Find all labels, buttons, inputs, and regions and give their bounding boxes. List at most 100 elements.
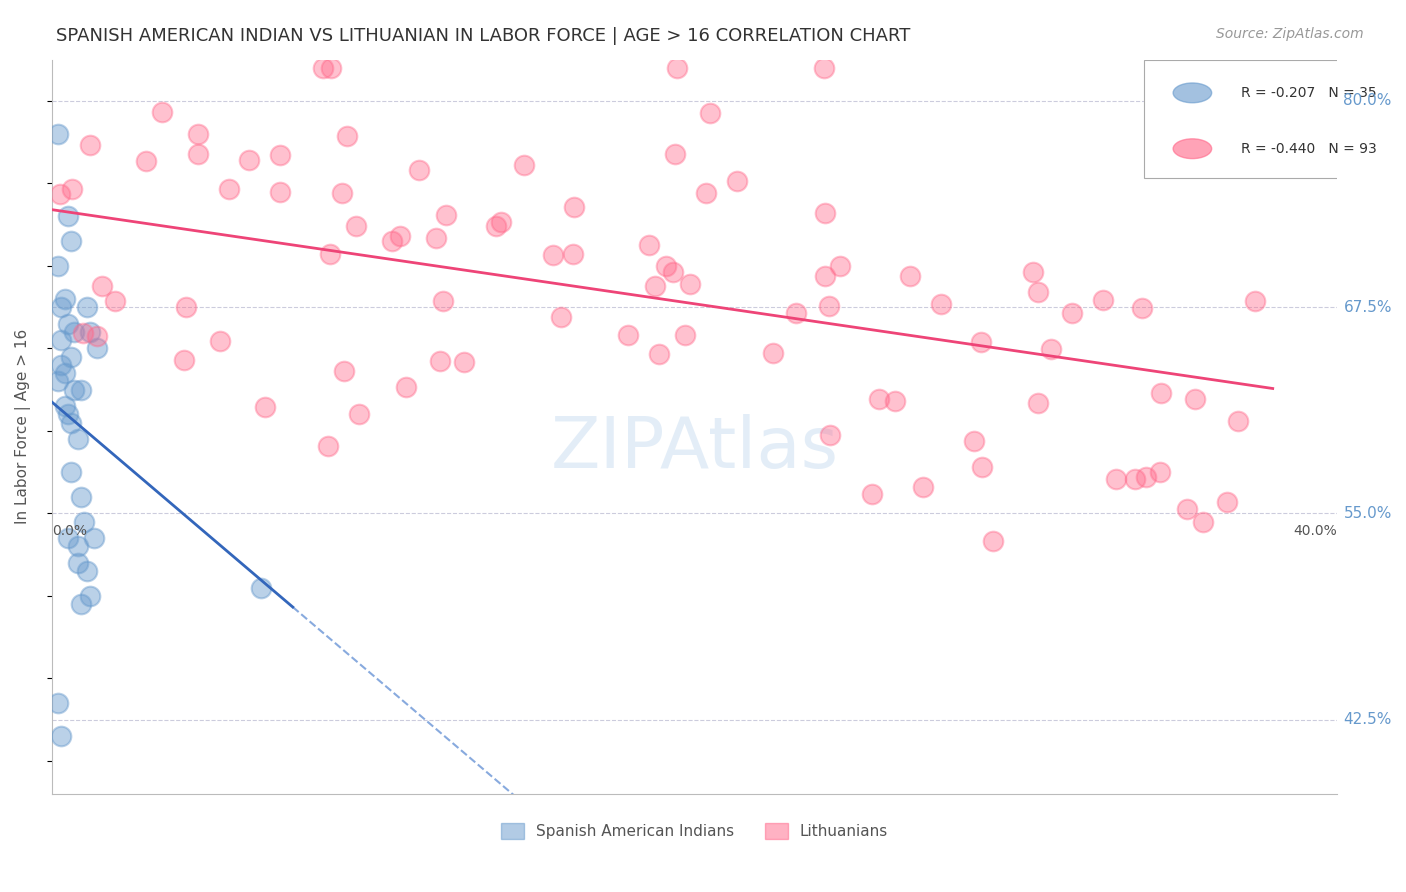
Point xyxy=(60,416,83,430)
Point xyxy=(319,247,342,261)
Point xyxy=(187,127,209,141)
Point xyxy=(208,334,231,348)
Point xyxy=(187,147,209,161)
Point xyxy=(60,234,83,248)
Point xyxy=(725,174,748,188)
Point xyxy=(1130,301,1153,315)
Point xyxy=(381,234,404,248)
Point xyxy=(661,265,683,279)
Point xyxy=(862,487,884,501)
Point xyxy=(312,61,335,75)
Point xyxy=(51,729,73,743)
Point xyxy=(318,439,340,453)
Point xyxy=(86,329,108,343)
Point xyxy=(69,490,91,504)
Point xyxy=(60,182,83,196)
Point xyxy=(51,333,73,347)
Point xyxy=(695,186,717,201)
Point xyxy=(72,326,94,340)
Point xyxy=(963,434,986,449)
Point xyxy=(1175,501,1198,516)
Point xyxy=(664,146,686,161)
Point xyxy=(432,293,454,308)
Text: 80.0%: 80.0% xyxy=(1343,94,1392,108)
Point xyxy=(336,128,359,143)
Point xyxy=(814,268,837,283)
Point xyxy=(321,61,343,75)
Point xyxy=(104,293,127,308)
Point xyxy=(868,392,890,407)
Point xyxy=(51,358,73,372)
Point xyxy=(79,138,101,153)
Text: 0.0%: 0.0% xyxy=(52,524,87,538)
Point xyxy=(1244,293,1267,308)
Point xyxy=(562,247,585,261)
Point xyxy=(453,355,475,369)
Point xyxy=(1026,396,1049,410)
Point xyxy=(53,292,76,306)
Point xyxy=(56,317,79,331)
Point xyxy=(69,597,91,611)
Point xyxy=(408,163,430,178)
Point xyxy=(269,148,291,162)
Point xyxy=(63,325,86,339)
Point xyxy=(1192,515,1215,529)
Point xyxy=(46,127,69,141)
Point xyxy=(60,350,83,364)
Point xyxy=(489,215,512,229)
Point xyxy=(60,465,83,479)
Point xyxy=(1227,415,1250,429)
Point xyxy=(53,366,76,380)
Point xyxy=(150,105,173,120)
Point xyxy=(654,260,676,274)
Point xyxy=(83,531,105,545)
Point xyxy=(135,153,157,168)
Point xyxy=(1216,495,1239,509)
Point xyxy=(429,354,451,368)
Point xyxy=(1184,392,1206,406)
Point xyxy=(173,353,195,368)
Point xyxy=(699,105,721,120)
Point xyxy=(63,383,86,397)
Point xyxy=(56,408,79,422)
Point xyxy=(648,347,671,361)
Point xyxy=(679,277,702,292)
Point xyxy=(617,328,640,343)
Text: Source: ZipAtlas.com: Source: ZipAtlas.com xyxy=(1216,27,1364,41)
Point xyxy=(249,581,271,595)
Point xyxy=(46,696,69,710)
Point xyxy=(344,219,367,233)
Point xyxy=(394,380,416,394)
Y-axis label: In Labor Force | Age > 16: In Labor Force | Age > 16 xyxy=(15,329,31,524)
Text: 55.0%: 55.0% xyxy=(1343,506,1392,521)
Point xyxy=(86,342,108,356)
Text: 67.5%: 67.5% xyxy=(1343,300,1392,315)
Point xyxy=(644,279,666,293)
Bar xyxy=(1144,60,1406,178)
Point xyxy=(46,375,69,389)
Point xyxy=(66,432,89,446)
Point xyxy=(785,306,807,320)
Point xyxy=(436,209,458,223)
Point xyxy=(673,328,696,343)
Point xyxy=(46,259,69,273)
Point xyxy=(513,158,536,172)
Point xyxy=(929,296,952,310)
Point xyxy=(425,231,447,245)
Point xyxy=(911,480,934,494)
Point xyxy=(238,153,260,168)
Point xyxy=(90,279,112,293)
Point xyxy=(330,186,353,200)
Point xyxy=(53,399,76,413)
Point xyxy=(1150,386,1173,401)
Point xyxy=(814,206,837,220)
Circle shape xyxy=(1173,139,1212,159)
Point xyxy=(562,200,585,214)
Text: ZIPAtlas: ZIPAtlas xyxy=(550,415,838,483)
Point xyxy=(1135,470,1157,484)
Point xyxy=(970,459,993,474)
Point xyxy=(541,248,564,262)
Point xyxy=(269,185,291,199)
Point xyxy=(76,300,98,314)
Text: SPANISH AMERICAN INDIAN VS LITHUANIAN IN LABOR FORCE | AGE > 16 CORRELATION CHAR: SPANISH AMERICAN INDIAN VS LITHUANIAN IN… xyxy=(56,27,911,45)
